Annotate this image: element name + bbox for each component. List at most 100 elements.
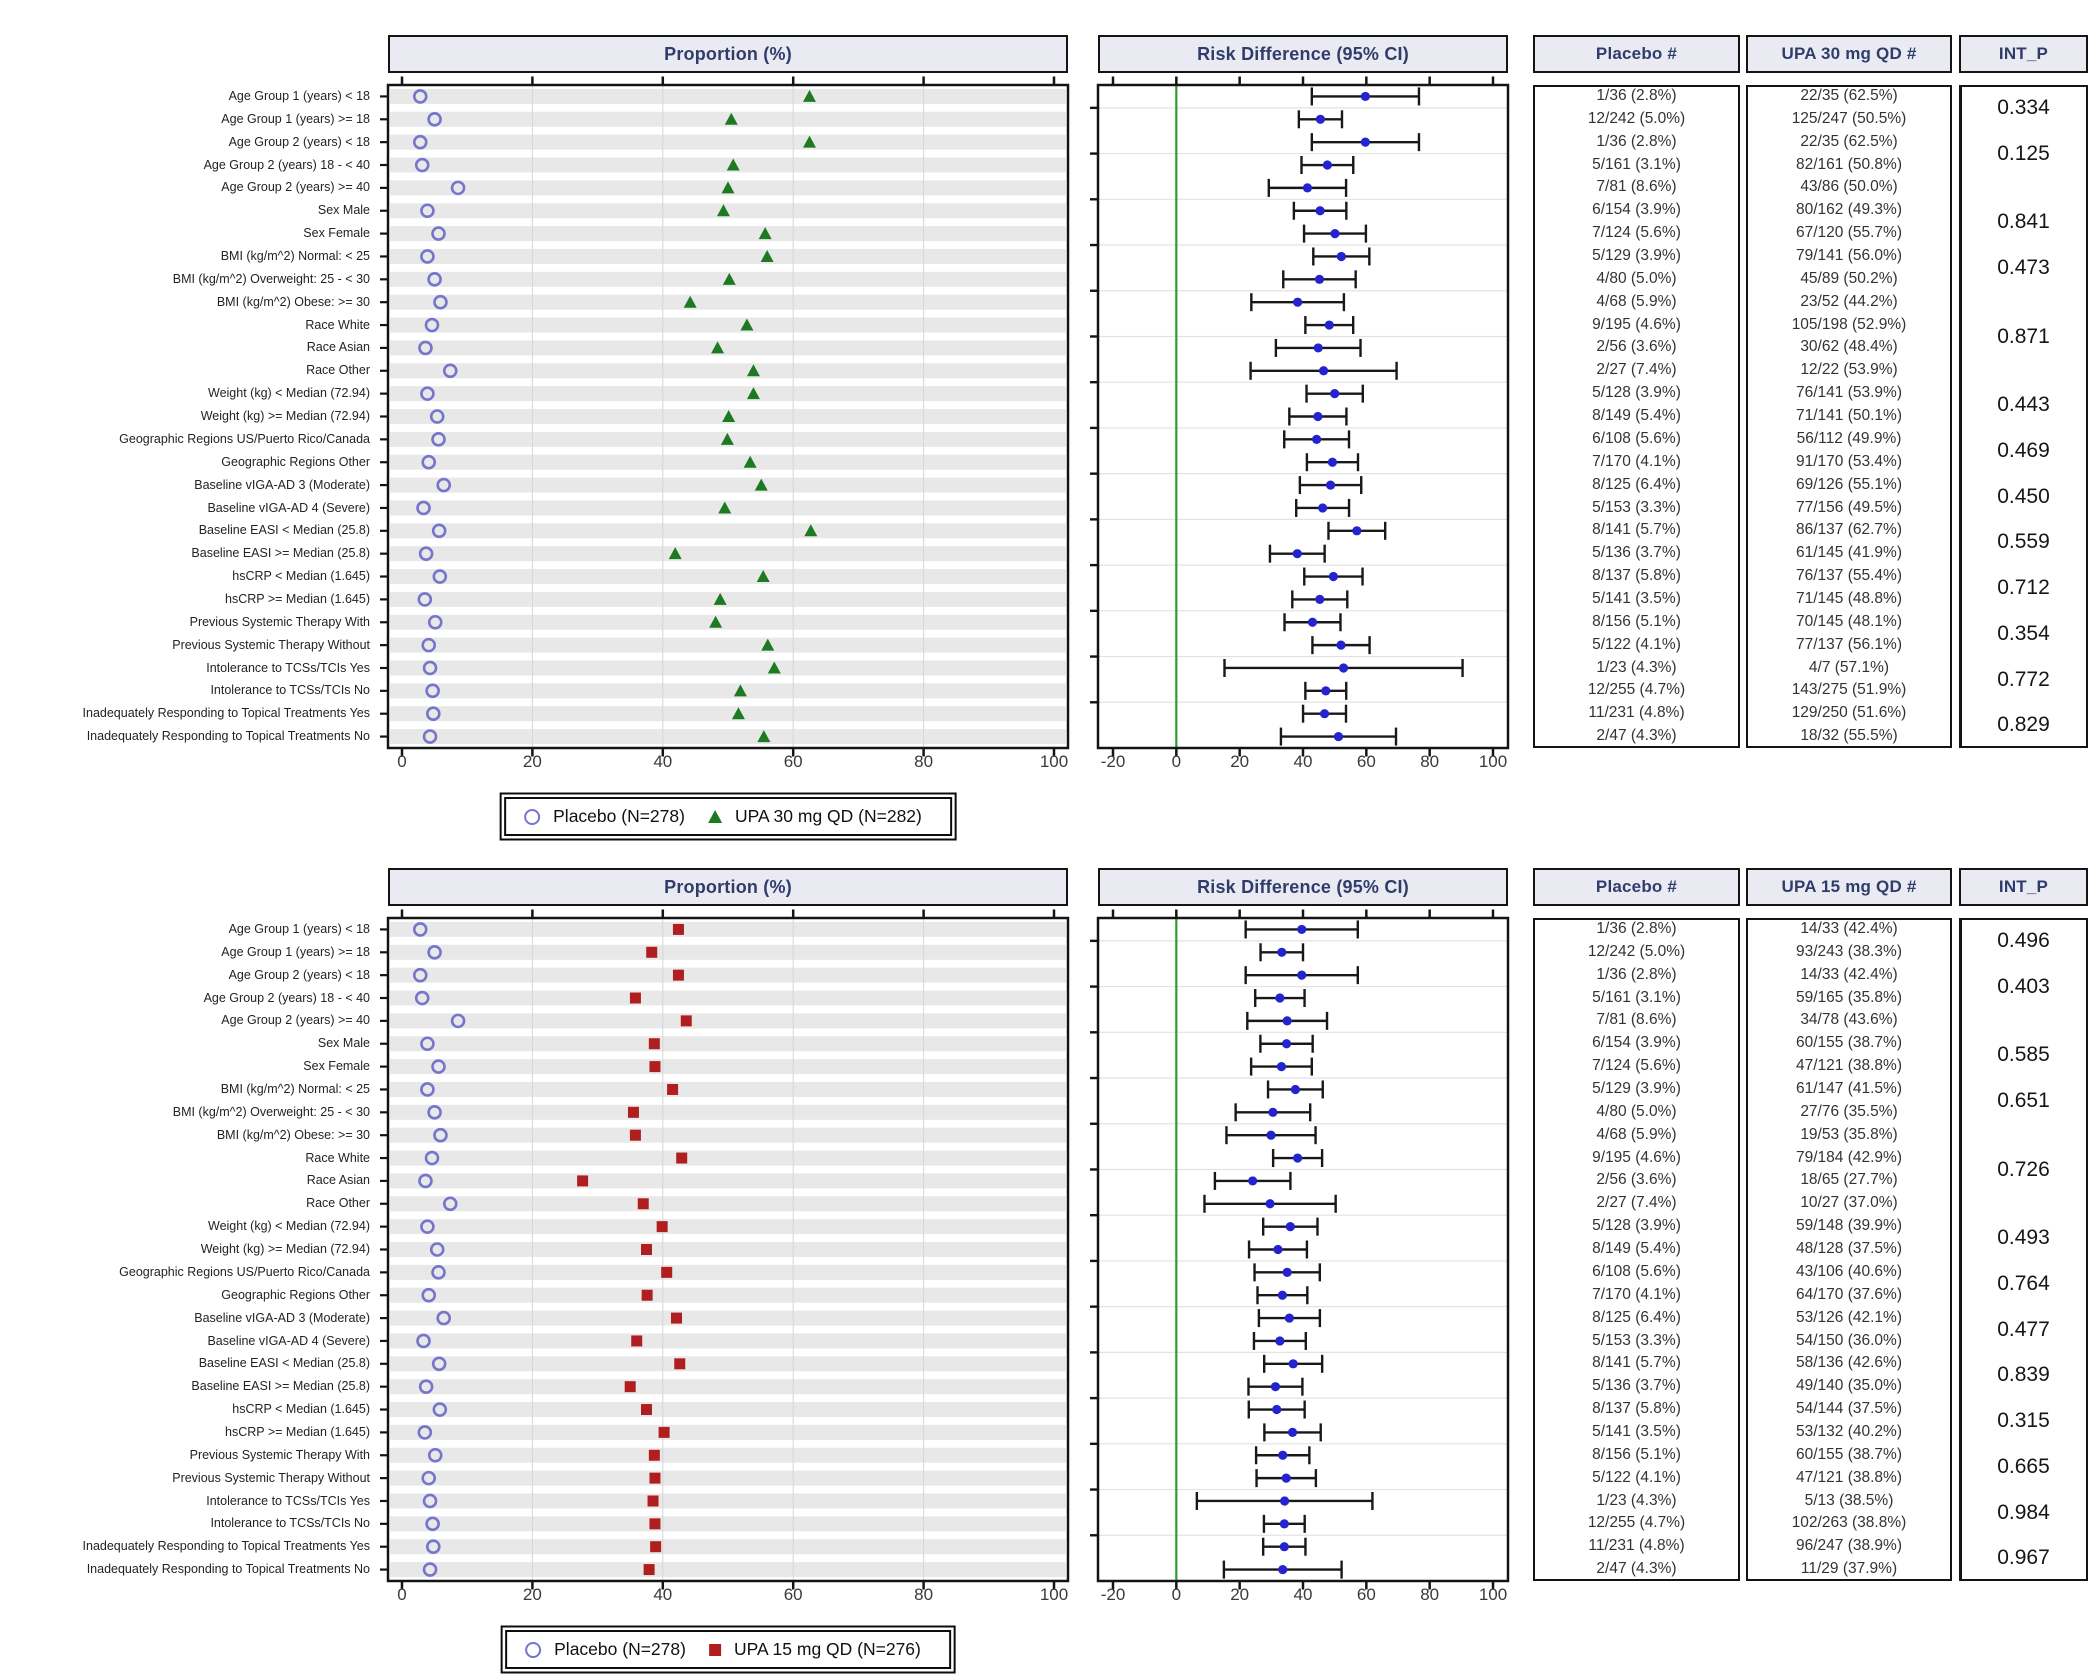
placebo-marker-icon: [524, 808, 541, 825]
risk-axis-tick-label: 60: [1356, 752, 1376, 771]
intp-column-header: INT_P: [1959, 868, 2088, 906]
row-stripe: [390, 706, 1066, 722]
treatment-cell: 19/53 (35.8%): [1800, 1125, 1898, 1143]
interaction-p-value: 0.473: [1997, 256, 2050, 280]
treatment-cell: 70/145 (48.1%): [1796, 612, 1902, 630]
rd-marker: [1266, 1130, 1276, 1140]
interaction-p-value: 0.403: [1997, 974, 2050, 998]
treatment-marker: [680, 1015, 692, 1027]
rd-marker: [1275, 1336, 1285, 1346]
row-stripe: [390, 1379, 1066, 1395]
placebo-marker: [417, 592, 433, 607]
treatment-column-header: UPA 15 mg QD #: [1746, 868, 1952, 906]
row-label: hsCRP < Median (1.645): [232, 569, 370, 584]
row-stripe: [390, 569, 1066, 585]
interaction-p-value: 0.967: [1997, 1546, 2050, 1570]
treatment-marker: [667, 1083, 679, 1095]
placebo-column-header: Placebo #: [1533, 868, 1740, 906]
treatment-cell: 22/35 (62.5%): [1800, 132, 1898, 150]
treatment-cell: 53/126 (42.1%): [1796, 1308, 1902, 1326]
risk-axis-tick-label: -20: [1100, 752, 1126, 771]
treatment-cell: 105/198 (52.9%): [1791, 315, 1907, 333]
interaction-p-value: 0.469: [1997, 438, 2050, 462]
rd-marker: [1360, 137, 1370, 147]
rd-marker: [1278, 1450, 1288, 1460]
treatment-marker: [672, 923, 684, 935]
rd-marker: [1270, 1382, 1281, 1392]
placebo-cell: 2/56 (3.6%): [1596, 1171, 1677, 1189]
treatment-cell: 59/148 (39.9%): [1796, 1217, 1902, 1235]
treatment-marker: [672, 969, 684, 981]
row-label: Weight (kg) >= Median (72.94): [200, 409, 370, 424]
treatment-marker: [643, 1564, 655, 1576]
treatment-cell: 11/29 (37.9%): [1800, 1560, 1898, 1578]
row-label: Sex Male: [317, 1036, 370, 1051]
placebo-cell: 8/149 (5.4%): [1592, 1240, 1681, 1258]
row-stripe: [390, 1104, 1066, 1120]
rd-marker: [1280, 1496, 1290, 1506]
row-label: Baseline EASI >= Median (25.8): [191, 546, 370, 561]
row-label: Race White: [305, 317, 370, 332]
risk-axis-tick-label: 20: [1230, 1585, 1250, 1604]
treatment-marker: [647, 1495, 659, 1507]
placebo-marker: [414, 157, 430, 173]
rd-marker: [1297, 924, 1307, 935]
placebo-marker: [414, 990, 430, 1006]
interaction-p-value: 0.354: [1997, 621, 2050, 645]
placebo-marker: [436, 1310, 452, 1326]
treatment-marker: [713, 592, 727, 605]
treatment-cell: 5/13 (38.5%): [1804, 1491, 1894, 1509]
rd-marker: [1319, 709, 1330, 719]
rd-marker: [1352, 526, 1362, 536]
treatment-marker: [767, 661, 781, 674]
row-stripe: [390, 614, 1066, 630]
treatment-marker: [656, 1221, 668, 1233]
proportion-plot: [380, 76, 1070, 757]
row-stripe: [390, 226, 1066, 242]
row-stripe: [390, 1402, 1066, 1418]
treatment-marker: [746, 387, 760, 400]
row-stripe: [390, 1242, 1066, 1257]
placebo-marker: [421, 1470, 437, 1486]
placebo-cell: 5/141 (3.5%): [1592, 1422, 1681, 1440]
risk-difference-header: Risk Difference (95% CI): [1098, 868, 1508, 906]
proportion-axis-tick-label: 60: [783, 752, 803, 771]
rd-marker: [1318, 366, 1329, 376]
treatment-cell: 64/170 (37.6%): [1796, 1285, 1902, 1303]
row-label: Baseline EASI < Median (25.8): [198, 1356, 370, 1371]
placebo-cell: 8/137 (5.8%): [1592, 567, 1681, 585]
treatment-cell: 67/120 (55.7%): [1796, 224, 1902, 242]
placebo-cell: 5/141 (3.5%): [1592, 589, 1681, 607]
rd-marker: [1313, 343, 1323, 353]
treatment-cell: 61/145 (41.9%): [1796, 544, 1902, 562]
placebo-marker: [424, 1150, 440, 1166]
legend-treatment-label: UPA 30 mg QD (N=282): [734, 806, 922, 826]
treatment-marker: [650, 1541, 662, 1553]
interaction-p-value: 0.871: [1997, 324, 2050, 348]
placebo-marker: [436, 477, 452, 493]
rd-marker: [1273, 1244, 1283, 1255]
treatment-cell: 77/156 (49.5%): [1796, 498, 1902, 516]
treatment-cell: 30/62 (48.4%): [1800, 338, 1898, 356]
treatment-cell: 54/150 (36.0%): [1796, 1331, 1902, 1349]
row-label: Age Group 2 (years) >= 40: [221, 180, 370, 195]
rd-marker: [1325, 480, 1336, 490]
placebo-cell: 1/36 (2.8%): [1596, 87, 1677, 104]
proportion-header: Proportion (%): [388, 35, 1068, 73]
placebo-cell: 9/195 (4.6%): [1592, 315, 1681, 333]
placebo-cell: 5/136 (3.7%): [1592, 544, 1681, 562]
row-label: Baseline EASI >= Median (25.8): [191, 1379, 370, 1394]
treatment-marker: [649, 1518, 661, 1530]
risk-axis-tick-label: 80: [1420, 752, 1440, 771]
rd-marker: [1313, 411, 1323, 422]
treatment-marker: [721, 181, 735, 194]
placebo-cell: 5/128 (3.9%): [1592, 1217, 1681, 1235]
rd-marker: [1324, 320, 1334, 330]
row-stripe: [390, 1059, 1066, 1075]
treatment-marker: [649, 1061, 661, 1073]
treatment-column-box: [1746, 85, 1952, 748]
treatment-cell: 77/137 (56.1%): [1796, 635, 1902, 653]
treatment-cell: 93/243 (38.3%): [1796, 942, 1902, 960]
placebo-marker: [416, 1333, 431, 1349]
row-stripe: [390, 1447, 1066, 1463]
